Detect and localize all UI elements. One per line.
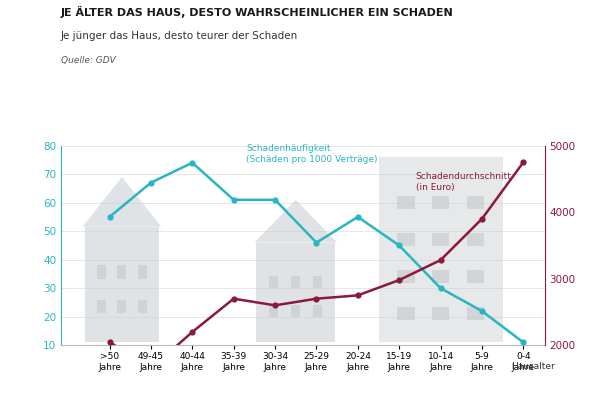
Bar: [269, 275, 279, 287]
Bar: [397, 196, 415, 209]
Bar: [432, 307, 449, 320]
Bar: [467, 196, 484, 209]
Text: Quelle: GDV: Quelle: GDV: [61, 56, 115, 65]
Bar: [379, 157, 502, 342]
Bar: [291, 275, 301, 287]
Bar: [467, 233, 484, 246]
Bar: [118, 300, 127, 314]
Text: Hausalter: Hausalter: [511, 362, 554, 371]
Bar: [313, 275, 322, 287]
Polygon shape: [82, 177, 161, 227]
Bar: [96, 265, 105, 279]
Bar: [85, 227, 159, 342]
Bar: [269, 305, 279, 317]
Bar: [313, 305, 322, 317]
Bar: [397, 307, 415, 320]
Bar: [467, 270, 484, 283]
Bar: [138, 300, 147, 314]
Bar: [397, 270, 415, 283]
Text: JE ÄLTER DAS HAUS, DESTO WAHRSCHEINLICHER EIN SCHADEN: JE ÄLTER DAS HAUS, DESTO WAHRSCHEINLICHE…: [61, 6, 453, 18]
Text: Je jünger das Haus, desto teurer der Schaden: Je jünger das Haus, desto teurer der Sch…: [61, 31, 298, 41]
Bar: [467, 307, 484, 320]
Bar: [291, 305, 301, 317]
Bar: [138, 265, 147, 279]
Text: Schadendurchschnitt
(in Euro): Schadendurchschnitt (in Euro): [416, 172, 511, 192]
Bar: [397, 233, 415, 246]
Bar: [432, 233, 449, 246]
Bar: [96, 300, 105, 314]
Bar: [256, 243, 335, 342]
Bar: [432, 270, 449, 283]
Polygon shape: [255, 200, 337, 243]
Bar: [432, 196, 449, 209]
Bar: [118, 265, 127, 279]
Text: Schadenhäufigkeit
(Schäden pro 1000 Verträge): Schadenhäufigkeit (Schäden pro 1000 Vert…: [246, 144, 378, 164]
